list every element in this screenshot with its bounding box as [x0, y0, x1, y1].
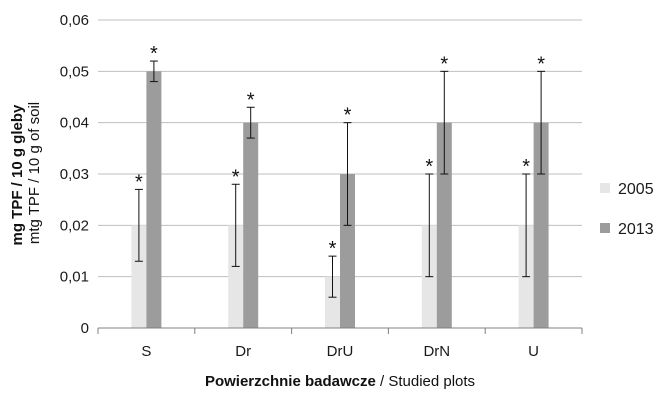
- y-axis-ticks: 0 0,01 0,02 0,03 0,04 0,05 0,06: [60, 12, 89, 337]
- bar-2013: [243, 122, 259, 329]
- x-tick-label: DrN: [423, 343, 450, 360]
- x-axis-title: Powierzchnie badawcze / Studied plots: [205, 373, 475, 390]
- x-tick-label: U: [528, 343, 539, 360]
- x-tick-label: Dr: [235, 343, 251, 360]
- legend-swatch-2013: [600, 223, 610, 233]
- significance-star: *: [150, 43, 158, 65]
- significance-star: *: [232, 166, 240, 188]
- y-axis-title: mg TPF / 10 g gleby mtg TPF / 10 g of so…: [9, 100, 43, 245]
- significance-star: *: [135, 171, 143, 193]
- legend: 2005 2013: [600, 181, 654, 238]
- y-axis-title-normal: mtg TPF / 10 g of soil: [26, 102, 43, 244]
- bar-2005: [325, 276, 340, 328]
- x-axis-ticks: S Dr DrU DrN U: [97, 328, 583, 360]
- bar-2005: [228, 225, 244, 328]
- error-bars: [134, 60, 546, 298]
- y-tick-label: 0: [81, 320, 89, 337]
- y-tick-label: 0,05: [60, 63, 89, 80]
- y-tick-label: 0,03: [60, 166, 89, 183]
- significance-star: *: [247, 89, 255, 111]
- legend-label: 2013: [618, 221, 654, 238]
- significance-star: *: [522, 156, 530, 178]
- x-axis-title-bold: Powierzchnie badawcze: [205, 373, 376, 390]
- x-tick-label: DrU: [327, 343, 354, 360]
- bar-2013: [146, 71, 162, 328]
- bar-2013: [340, 174, 355, 328]
- legend-swatch-2005: [600, 183, 610, 193]
- bar-2005: [131, 225, 147, 328]
- significance-star: *: [329, 238, 337, 260]
- y-tick-label: 0,01: [60, 269, 89, 286]
- y-tick-label: 0,06: [60, 12, 89, 29]
- bars: [131, 71, 549, 329]
- significance-star: *: [344, 105, 352, 127]
- legend-label: 2005: [618, 181, 654, 198]
- y-tick-label: 0,04: [60, 115, 89, 132]
- x-axis-title-normal: / Studied plots: [376, 373, 475, 390]
- x-tick-label: S: [141, 343, 151, 360]
- y-tick-label: 0,02: [60, 217, 89, 234]
- significance-star: *: [425, 156, 433, 178]
- y-axis-title-bold: mg TPF / 10 g gleby: [9, 104, 26, 246]
- significance-star: *: [537, 53, 545, 75]
- significance-star: *: [440, 53, 448, 75]
- significance-markers: * * * * * * * * * *: [135, 43, 545, 260]
